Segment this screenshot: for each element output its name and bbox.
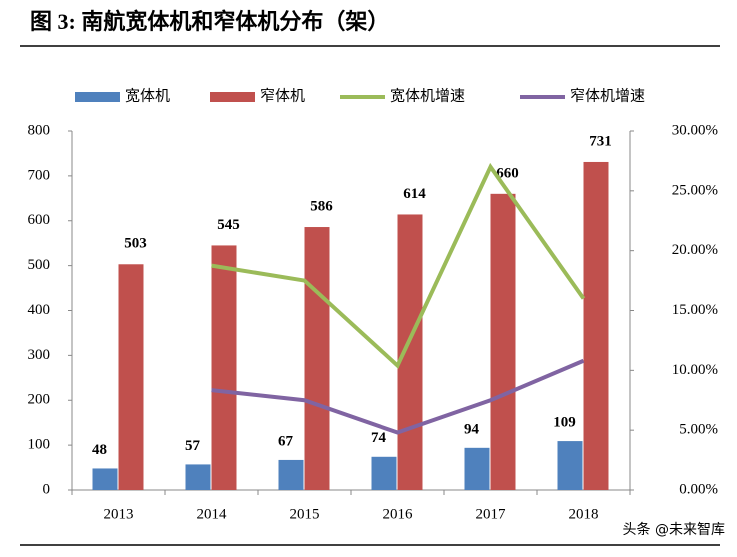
y-tick-label: 600 [28,212,51,228]
y-tick-label: 400 [28,302,51,318]
legend-label: 窄体机 [260,86,305,104]
data-label: 503 [124,236,147,252]
legend-label: 窄体机增速 [570,86,645,104]
bar [92,468,118,490]
data-label: 586 [310,198,333,214]
y2-tick-label: 30.00% [672,122,718,138]
y2-tick-label: 5.00% [679,422,718,438]
watermark: 头条 @未来智库 [623,521,725,538]
bar [371,456,397,490]
data-label: 731 [589,133,612,149]
bar [304,227,330,490]
data-label: 57 [185,438,201,454]
line-series [211,162,586,369]
y-tick-label: 200 [28,392,51,408]
x-tick-label: 2013 [104,506,134,522]
bar [490,193,516,490]
y2-tick-label: 15.00% [672,302,718,318]
y-tick-label: 300 [28,347,51,363]
bar [278,459,304,490]
y-tick-label: 500 [28,257,51,273]
y2-tick-label: 20.00% [672,242,718,258]
bar [185,464,211,490]
data-label: 94 [464,421,480,437]
data-label: 67 [278,433,294,449]
legend-swatch [75,92,120,102]
legend-swatch [210,92,255,102]
y2-tick-label: 25.00% [672,182,718,198]
y-tick-label: 100 [28,437,51,453]
legend-label: 宽体机 [125,87,170,104]
bar [557,441,583,490]
x-tick-label: 2016 [383,506,414,522]
y-tick-label: 800 [28,122,51,138]
bar [118,264,144,490]
x-tick-label: 2014 [197,506,228,522]
bar [397,214,423,490]
x-tick-label: 2018 [569,506,599,522]
data-label: 109 [553,415,576,431]
chart-title: 图 3: 南航宽体机和窄体机分布（架） [30,9,389,34]
data-label: 48 [92,442,107,458]
x-tick-label: 2015 [290,506,320,522]
y-tick-label: 700 [28,167,51,183]
x-tick-label: 2017 [476,506,507,522]
line-series [211,358,585,435]
bar [211,245,237,490]
y2-tick-label: 10.00% [672,362,718,378]
data-label: 614 [403,186,426,202]
y-tick-label: 0 [43,481,51,497]
bar [583,161,609,490]
legend-label: 宽体机增速 [390,87,465,104]
bar [464,447,490,490]
data-label: 545 [217,217,240,233]
y2-tick-label: 0.00% [679,481,718,497]
data-label: 74 [371,430,387,446]
data-label: 660 [496,165,519,181]
